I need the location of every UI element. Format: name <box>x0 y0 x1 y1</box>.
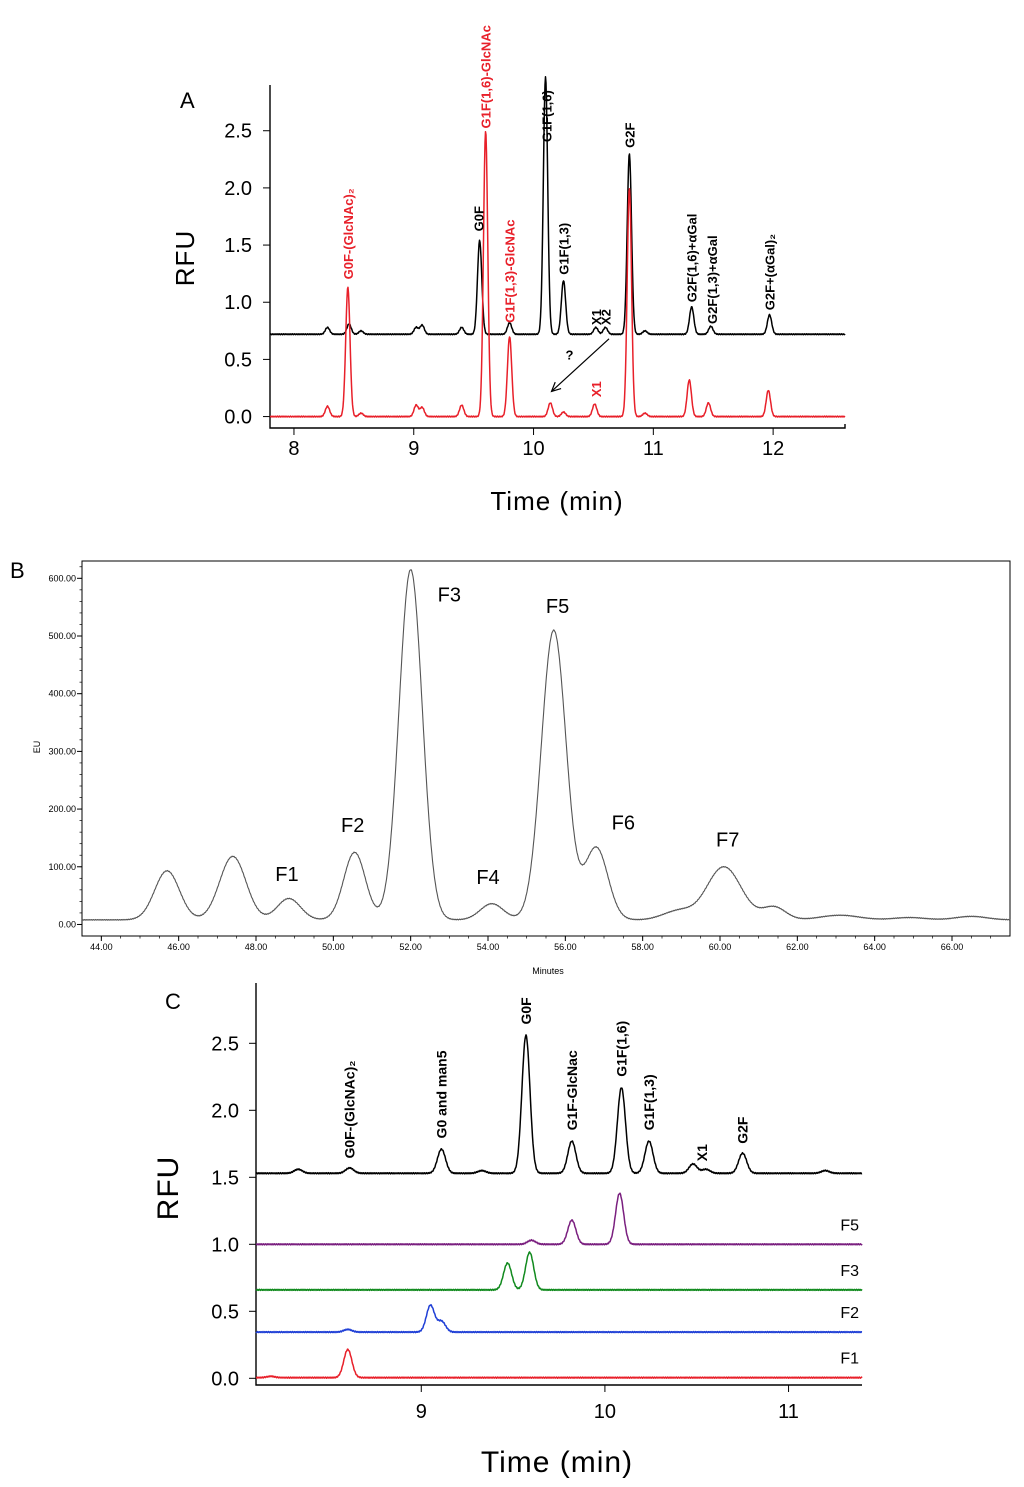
y-tick-label: 200.00 <box>48 804 76 814</box>
annotation-label: X2 <box>598 309 613 325</box>
annotation-label: G1F(1,3)-GlcNAc <box>503 220 518 323</box>
x-tick-label: 9 <box>408 438 419 460</box>
annotation-label: G1F-GlcNac <box>564 1050 580 1130</box>
y-tick-label: 500.00 <box>48 631 76 641</box>
annotation-label: G1F(1,6) <box>540 90 555 142</box>
annotation-label: G1F(1,6)-GlcNAc <box>479 25 494 128</box>
y-tick-label: 0.00 <box>58 919 76 929</box>
fraction-label: F3 <box>438 584 461 606</box>
x-tick-label: 11 <box>643 438 664 460</box>
x-tick-label: 62.00 <box>786 942 809 952</box>
annotation-label: G1F(1,3) <box>556 223 571 275</box>
panel-b: B 44.00 46.00 48.00 50.00 52.00 54.00 56.00 58.… <box>10 558 1011 976</box>
x-tick-label: 50.00 <box>322 942 345 952</box>
trace-label: F5 <box>840 1217 859 1234</box>
fraction-label: F4 <box>476 867 499 889</box>
annotation-label: X1 <box>589 309 604 325</box>
panel-a-axis-frame <box>269 85 846 429</box>
annotation-label: G1F(1,6) <box>613 1021 629 1077</box>
x-tick-label: 10 <box>594 1401 616 1423</box>
y-tick-label: 2.0 <box>224 178 252 200</box>
x-tick-label: 8 <box>288 438 299 460</box>
x-tick-label: 44.00 <box>90 942 113 952</box>
fraction-label: F7 <box>716 830 739 852</box>
x-tick-label: 58.00 <box>631 942 654 952</box>
y-tick-label: 1.0 <box>224 292 252 314</box>
trace-label: F3 <box>840 1263 859 1280</box>
y-tick-label: 2.5 <box>224 121 252 143</box>
fraction-label: F2 <box>341 815 364 837</box>
annotation-label: G1F(1,3) <box>641 1074 657 1130</box>
annotation-label: G0 and man5 <box>433 1050 449 1138</box>
annotation-label: G2F+(αGal)₂ <box>763 234 778 310</box>
trace-label: F2 <box>840 1305 859 1322</box>
panel-b-axis-frame <box>81 560 1011 937</box>
panel-a-xlabel: Time (min) <box>490 486 623 516</box>
arrow-head <box>550 381 562 393</box>
panel-a-trace-black-trace <box>269 76 846 336</box>
panel-c-trace-black-trace <box>255 1034 863 1175</box>
x-tick-label: 64.00 <box>863 942 886 952</box>
annotation-label: G0F <box>471 206 486 231</box>
panel-c-axis-frame <box>255 983 862 1386</box>
y-tick-label: 0.5 <box>211 1301 239 1323</box>
fraction-label: F5 <box>546 596 569 618</box>
trace-label: F1 <box>840 1351 859 1368</box>
x-tick-label: 12 <box>762 438 784 460</box>
y-tick-label: 1.0 <box>211 1234 239 1256</box>
panel-a-ylabel: RFU <box>170 230 200 286</box>
y-tick-label: 600.00 <box>48 573 76 583</box>
y-tick-label: 1.5 <box>224 235 252 257</box>
x-tick-label: 52.00 <box>399 942 422 952</box>
y-tick-label: 0.5 <box>224 349 252 371</box>
annotation-label: G2F(1,3)+αGal <box>705 235 720 324</box>
fraction-label: F1 <box>275 864 298 886</box>
panel-a-letter: A <box>180 88 195 113</box>
y-tick-label: 2.5 <box>211 1033 239 1055</box>
y-tick-label: 2.0 <box>211 1100 239 1122</box>
y-tick-label: 0.0 <box>224 407 252 429</box>
x-tick-label: 10 <box>522 438 544 460</box>
panel-a: A 8 9 10 11 12 0.0 0.5 1.0 1.5 2.0 2.5 G0F-(GlcNAc… <box>170 25 846 516</box>
panel-b-ylabel: EU <box>32 741 42 754</box>
arrow-line <box>551 338 610 392</box>
panel-c-trace-f5 <box>255 1192 863 1246</box>
annotation-label: G0F-(GlcNAc)₂ <box>341 188 356 279</box>
panel-b-trace-fractionation-trace <box>81 569 1011 921</box>
annotation-label: G0F <box>518 997 534 1025</box>
x-tick-label: 60.00 <box>709 942 732 952</box>
annotation-label: X1 <box>694 1144 710 1161</box>
y-tick-label: 400.00 <box>48 689 76 699</box>
y-tick-label: 100.00 <box>48 862 76 872</box>
y-tick-label: 0.0 <box>211 1368 239 1390</box>
panel-c-trace-f1 <box>255 1348 863 1379</box>
panel-c-trace-f2 <box>255 1303 863 1334</box>
x-tick-label: 54.00 <box>477 942 500 952</box>
x-tick-label: 56.00 <box>554 942 577 952</box>
panel-c: C 9 10 11 0.0 0.5 1.0 1.5 2.0 2.5 G0F-(GlcNAc)₂ G… <box>152 983 863 1479</box>
panel-b-xlabel: Minutes <box>532 966 564 976</box>
panel-c-xlabel: Time (min) <box>481 1446 633 1479</box>
y-tick-label: 1.5 <box>211 1167 239 1189</box>
panel-a-trace-red-trace <box>269 130 846 418</box>
x-tick-label: 46.00 <box>167 942 190 952</box>
annotation-label: ? <box>566 347 574 362</box>
x-tick-label: 9 <box>416 1401 427 1423</box>
annotation-label: G2F(1,6)+αGal <box>685 214 700 303</box>
x-tick-label: 48.00 <box>245 942 268 952</box>
x-tick-label: 11 <box>778 1401 799 1423</box>
panel-c-letter: C <box>165 989 181 1014</box>
annotation-label: G2F <box>735 1116 751 1144</box>
annotation-label: X1 <box>589 381 604 397</box>
annotation-label: G2F <box>622 123 637 148</box>
panel-c-ylabel: RFU <box>152 1156 185 1221</box>
panel-c-trace-f3 <box>255 1251 863 1292</box>
annotation-label: G0F-(GlcNAc)₂ <box>342 1061 358 1159</box>
fraction-label: F6 <box>612 812 635 834</box>
y-tick-label: 300.00 <box>48 746 76 756</box>
x-tick-label: 66.00 <box>941 942 964 952</box>
panel-b-letter: B <box>10 558 25 583</box>
